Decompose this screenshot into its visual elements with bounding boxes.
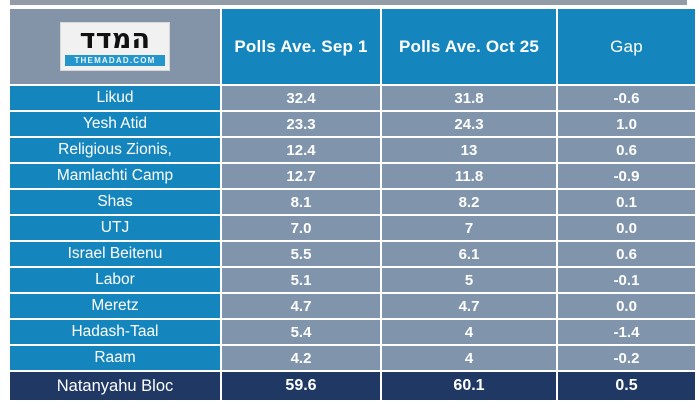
footer-gap-cell: 0.5 (556, 370, 697, 402)
party-cell: Meretz (8, 292, 222, 320)
oct25-cell: 31.8 (380, 84, 558, 112)
party-cell: Mamlachti Camp (8, 162, 222, 190)
gap-cell: 1.0 (556, 110, 697, 138)
table-body: Likud 32.4 31.8 -0.6 Yesh Atid 23.3 24.3 1.0 Rel… (8, 84, 697, 372)
polls-table: המדד THEMADAD.COM Polls Ave. Sep 1 Polls… (8, 7, 697, 402)
logo-cell: המדד THEMADAD.COM (8, 7, 222, 86)
table-row: Yesh Atid 23.3 24.3 1.0 (8, 110, 697, 138)
table-row: Hadash-Taal 5.4 4 -1.4 (8, 318, 697, 346)
party-cell: Israel Beitenu (8, 240, 222, 268)
sep1-cell: 5.1 (220, 266, 382, 294)
sep1-cell: 5.4 (220, 318, 382, 346)
party-cell: Hadash-Taal (8, 318, 222, 346)
column-header-gap: Gap (556, 7, 697, 86)
party-cell: Shas (8, 188, 222, 216)
gap-cell: -0.1 (556, 266, 697, 294)
oct25-cell: 6.1 (380, 240, 558, 268)
table-header: המדד THEMADAD.COM Polls Ave. Sep 1 Polls… (8, 7, 697, 86)
themadad-logo: המדד THEMADAD.COM (60, 22, 170, 71)
column-header-sep1: Polls Ave. Sep 1 (220, 7, 382, 86)
gap-cell: 0.0 (556, 214, 697, 242)
footer-sep1-cell: 59.6 (220, 370, 382, 402)
gap-cell: -0.2 (556, 344, 697, 372)
gap-cell: -0.9 (556, 162, 697, 190)
oct25-cell: 7 (380, 214, 558, 242)
gap-cell: 0.0 (556, 292, 697, 320)
party-cell: Raam (8, 344, 222, 372)
oct25-cell: 24.3 (380, 110, 558, 138)
oct25-cell: 8.2 (380, 188, 558, 216)
oct25-cell: 5 (380, 266, 558, 294)
oct25-cell: 4 (380, 318, 558, 346)
party-cell: Likud (8, 84, 222, 112)
sep1-cell: 7.0 (220, 214, 382, 242)
table-row: Labor 5.1 5 -0.1 (8, 266, 697, 294)
gap-cell: -0.6 (556, 84, 697, 112)
table-row: UTJ 7.0 7 0.0 (8, 214, 697, 242)
header-row: המדד THEMADAD.COM Polls Ave. Sep 1 Polls… (8, 7, 697, 86)
oct25-cell: 13 (380, 136, 558, 164)
sep1-cell: 23.3 (220, 110, 382, 138)
gap-cell: 0.1 (556, 188, 697, 216)
sep1-cell: 4.2 (220, 344, 382, 372)
gap-cell: -1.4 (556, 318, 697, 346)
table-row: Shas 8.1 8.2 0.1 (8, 188, 697, 216)
footer-oct25-cell: 60.1 (380, 370, 558, 402)
gap-cell: 0.6 (556, 240, 697, 268)
table-row: Likud 32.4 31.8 -0.6 (8, 84, 697, 112)
sep1-cell: 4.7 (220, 292, 382, 320)
table-footer: Natanyahu Bloc 59.6 60.1 0.5 (8, 370, 697, 402)
sep1-cell: 5.5 (220, 240, 382, 268)
table-row: Raam 4.2 4 -0.2 (8, 344, 697, 372)
party-cell: Religious Zionis, (8, 136, 222, 164)
logo-site-text: THEMADAD.COM (65, 55, 165, 66)
sep1-cell: 32.4 (220, 84, 382, 112)
gap-cell: 0.6 (556, 136, 697, 164)
sep1-cell: 8.1 (220, 188, 382, 216)
sep1-cell: 12.7 (220, 162, 382, 190)
footer-party-cell: Natanyahu Bloc (8, 370, 222, 402)
party-cell: Yesh Atid (8, 110, 222, 138)
oct25-cell: 11.8 (380, 162, 558, 190)
column-header-oct25: Polls Ave. Oct 25 (380, 7, 558, 86)
party-cell: Labor (8, 266, 222, 294)
party-cell: UTJ (8, 214, 222, 242)
table-row: Religious Zionis, 12.4 13 0.6 (8, 136, 697, 164)
logo-hebrew-text: המדד (79, 24, 151, 55)
table-row: Mamlachti Camp 12.7 11.8 -0.9 (8, 162, 697, 190)
top-divider-strip (10, 0, 687, 5)
sep1-cell: 12.4 (220, 136, 382, 164)
oct25-cell: 4 (380, 344, 558, 372)
oct25-cell: 4.7 (380, 292, 558, 320)
footer-row: Natanyahu Bloc 59.6 60.1 0.5 (8, 370, 697, 402)
table-row: Israel Beitenu 5.5 6.1 0.6 (8, 240, 697, 268)
table-row: Meretz 4.7 4.7 0.0 (8, 292, 697, 320)
